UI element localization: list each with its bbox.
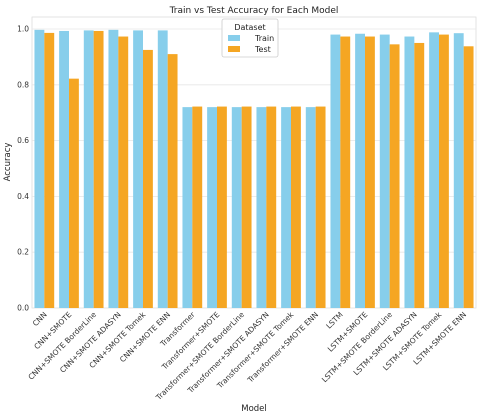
y-axis-title: Accuracy [3, 143, 13, 182]
bar-train [256, 107, 267, 309]
y-tick-label: 0.4 [17, 192, 29, 201]
bar-train [133, 30, 143, 309]
bar-train [281, 107, 291, 309]
bar-train [157, 30, 168, 309]
bar-test [192, 106, 203, 308]
bar-test [463, 46, 474, 308]
bar-test [241, 106, 252, 308]
y-tick-label: 0.2 [17, 248, 29, 257]
x-tick-label: LSTM [324, 310, 345, 331]
bar-train [59, 30, 69, 308]
y-tick-label: 0.6 [17, 136, 29, 145]
bar-test [69, 78, 79, 308]
bar-train [182, 107, 193, 309]
plot-area [31, 16, 477, 309]
x-tick-label: CNN [31, 310, 49, 328]
bar-test [291, 106, 301, 308]
legend-label-test: Test [254, 45, 271, 54]
y-tick-label: 0.8 [17, 80, 29, 89]
legend-swatch-train [228, 35, 240, 41]
y-tick-labels: 0.0 0.2 0.4 0.6 0.8 1.0 [17, 25, 29, 313]
chart-title: Train vs Test Accuracy for Each Model [169, 6, 339, 16]
x-axis-title: Model [241, 404, 267, 414]
bar-train [404, 36, 415, 309]
bar-train [207, 107, 217, 309]
bar-train [34, 29, 45, 308]
bar-test [389, 44, 400, 308]
bar-test [414, 42, 425, 308]
bar-test [439, 34, 449, 309]
bar-test [365, 36, 375, 309]
x-tick-label: Transformer+SMOTE BorderLine [154, 310, 247, 403]
bar-test [167, 54, 178, 308]
legend: Dataset Train Test [221, 18, 279, 58]
legend-title: Dataset [234, 23, 265, 32]
bar-train [330, 34, 341, 309]
bar-test [315, 106, 326, 308]
legend-label-train: Train [254, 34, 274, 43]
bar-test [217, 106, 227, 308]
y-tick-label: 1.0 [17, 25, 29, 34]
bar-test [340, 36, 351, 309]
bar-test [266, 106, 277, 308]
legend-swatch-test [228, 46, 240, 52]
bar-train [379, 34, 390, 309]
bar-train [429, 32, 439, 309]
bar-test [44, 32, 55, 308]
bar-train [453, 33, 464, 309]
bar-train [355, 33, 365, 308]
bar-train [83, 30, 94, 309]
bar-train [305, 107, 316, 309]
bars-group [34, 29, 474, 309]
bar-test [143, 49, 153, 309]
y-tick-label: 0.0 [17, 304, 29, 313]
bar-test [93, 30, 104, 308]
bar-train [108, 29, 119, 308]
bar-test [118, 36, 129, 309]
bar-train [231, 107, 242, 309]
